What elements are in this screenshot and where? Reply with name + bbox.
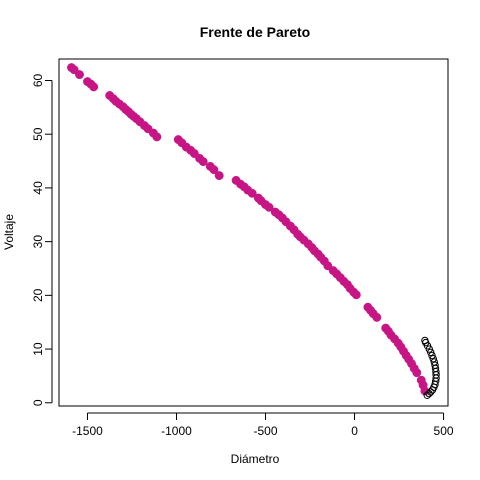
dominated-point [427, 348, 435, 356]
dominated-point [425, 389, 433, 398]
x-tick-label: -1500 [72, 424, 103, 438]
y-tick-label: 20 [31, 288, 45, 302]
chart-title: Frente de Pareto [200, 24, 310, 40]
pareto-point [264, 202, 274, 212]
pareto-point [412, 368, 422, 378]
y-tick-label: 30 [31, 235, 45, 249]
x-axis: -1500 -1000 -500 0 500 [72, 412, 454, 438]
pareto-point [351, 290, 361, 300]
pareto-point [214, 171, 224, 181]
y-tick-label: 60 [31, 73, 45, 87]
x-tick-label: 0 [351, 424, 358, 438]
pareto-point [372, 312, 382, 322]
dominated-point [423, 391, 431, 399]
x-tick-label: -500 [254, 424, 278, 438]
pareto-point [89, 82, 99, 92]
x-axis-label: Diámetro [231, 452, 280, 466]
y-tick-label: 40 [31, 181, 45, 195]
pareto-point [152, 132, 162, 142]
x-tick-label: -1000 [161, 424, 192, 438]
y-axis: 0 10 20 30 40 50 60 [31, 73, 53, 406]
pareto-point [247, 188, 257, 198]
pareto-point [75, 70, 84, 80]
pareto-point [209, 165, 219, 175]
plot-frame [58, 58, 449, 407]
y-tick-label: 10 [31, 342, 45, 356]
y-tick-label: 0 [31, 399, 45, 406]
dominated-point [429, 355, 437, 363]
y-tick-label: 50 [31, 127, 45, 141]
y-axis-label: Voltaje [2, 214, 16, 250]
data-points [67, 63, 440, 399]
dominated-point [428, 351, 436, 360]
x-tick-label: 500 [434, 424, 454, 438]
pareto-point [198, 157, 208, 167]
